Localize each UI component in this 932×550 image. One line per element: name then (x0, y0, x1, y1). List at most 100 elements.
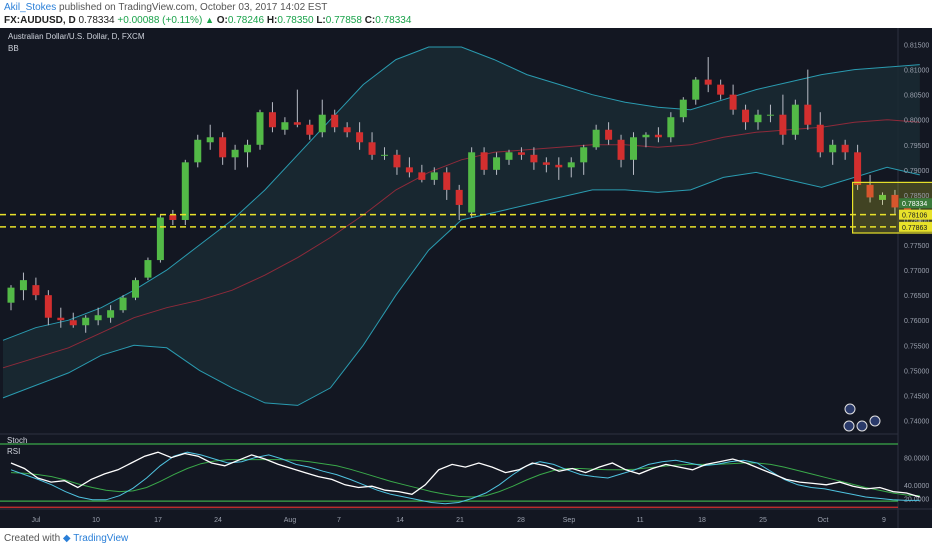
candle-body (530, 154, 538, 163)
chart-area[interactable]: Australian Dollar/U.S. Dollar, D, FXCM B… (0, 28, 932, 528)
candle-body (119, 297, 127, 311)
stoch-legend: Stoch (7, 436, 27, 445)
rsi-legend: RSI (7, 447, 20, 456)
price-tick-label: 0.78000 (904, 218, 929, 225)
time-tick-label: Aug (284, 517, 297, 524)
candle-down (57, 307, 65, 328)
candle-down (605, 122, 613, 145)
price-tick-label: 0.81500 (904, 43, 929, 50)
event-marker-icon[interactable] (856, 420, 868, 432)
candle-down (530, 147, 538, 170)
candle-up (592, 124, 600, 150)
price-tag (899, 221, 932, 232)
candle-body (443, 172, 451, 190)
candle-down (866, 174, 874, 203)
price-tick-label: 0.74000 (904, 418, 929, 425)
time-tick-label: 11 (636, 517, 643, 524)
time-tick-label: 7 (337, 517, 341, 524)
candle-body (754, 114, 762, 123)
candle-down (44, 290, 52, 326)
candle-body (181, 162, 189, 220)
event-marker-icon[interactable] (869, 415, 881, 427)
candle-up (580, 144, 588, 175)
candle-body (343, 127, 351, 133)
candle-down (455, 184, 463, 220)
candle-body (829, 144, 837, 153)
candle-body (381, 154, 388, 156)
candle-body (605, 129, 613, 140)
candle-up (156, 214, 164, 263)
stoch-k-line (10, 451, 920, 505)
candle-body (256, 112, 264, 145)
candle-down (717, 79, 725, 100)
price-tick-label: 0.77500 (904, 243, 929, 250)
candle-up (791, 99, 799, 140)
price-tag (899, 209, 932, 220)
event-marker-icon[interactable] (844, 403, 856, 415)
candle-down (704, 57, 712, 93)
candle-body (231, 149, 239, 158)
candle-down (393, 149, 401, 175)
chart-header: Akil_Stokes published on TradingView.com… (0, 0, 932, 28)
time-tick-label: Sep (563, 517, 576, 524)
candle-body (268, 112, 276, 128)
price-tick-label: 0.81000 (904, 68, 929, 75)
price-tick-label: 0.80000 (904, 118, 929, 125)
candle-body (306, 124, 314, 135)
candle-up (667, 112, 675, 143)
candle-body (679, 99, 687, 118)
footer: Created with ◆ TradingView (0, 528, 932, 550)
created-with-label: Created with (4, 533, 61, 544)
price-tick-label: 0.76000 (904, 318, 929, 325)
candle-body (156, 217, 164, 261)
candle-up (381, 147, 388, 160)
publish-text: published on TradingView.com, October 03… (59, 2, 328, 13)
close-label: C: (364, 15, 376, 26)
candle-up (206, 124, 214, 150)
time-tick-label: 9 (882, 517, 886, 524)
candle-body (816, 124, 824, 153)
high-value: 0.78350 (277, 15, 314, 26)
bb-upper-line (2, 46, 920, 341)
bb-legend: BB (8, 44, 19, 53)
price-change: +0.00088 (+0.11%) (117, 15, 203, 26)
price-tick-label: 0.76500 (904, 293, 929, 300)
candle-up (642, 132, 650, 148)
candle-up (692, 77, 700, 105)
candle-body (19, 280, 27, 291)
candle-down (804, 69, 812, 130)
tradingview-brand[interactable]: TradingView (73, 533, 129, 544)
candle-body (69, 320, 77, 326)
candle-body (44, 295, 52, 318)
candle-up (94, 307, 102, 326)
candle-body (891, 194, 899, 208)
candle-body (194, 139, 202, 163)
candle-down (891, 189, 899, 215)
candle-up (119, 295, 127, 313)
candle-body (169, 214, 177, 220)
time-tick-label: 25 (759, 517, 767, 524)
candle-body (567, 162, 575, 168)
price-chart[interactable]: Australian Dollar/U.S. Dollar, D, FXCM B… (0, 28, 932, 528)
candle-body (244, 144, 252, 153)
candle-down (841, 139, 849, 160)
candle-body (430, 172, 438, 180)
event-marker-icon[interactable] (843, 420, 855, 432)
price-tick-label: 0.74500 (904, 393, 929, 400)
author-link[interactable]: Akil_Stokes (4, 2, 57, 13)
candle-body (766, 114, 774, 116)
candle-body (729, 94, 737, 110)
time-tick-label: 28 (517, 517, 525, 524)
candle-down (405, 157, 413, 178)
osc-tick-label: 80.0000 (904, 456, 929, 463)
price-tag-label: 0.78334 (902, 201, 927, 208)
candle-body (32, 285, 40, 296)
footer-text: Created with ◆ TradingView (4, 533, 128, 544)
candle-down (331, 109, 339, 133)
candle-down (443, 167, 451, 200)
bb-basis-line (2, 119, 920, 369)
candle-body (667, 117, 675, 138)
candle-down (219, 132, 227, 165)
candlesticks (7, 57, 924, 333)
candle-down (169, 209, 177, 225)
